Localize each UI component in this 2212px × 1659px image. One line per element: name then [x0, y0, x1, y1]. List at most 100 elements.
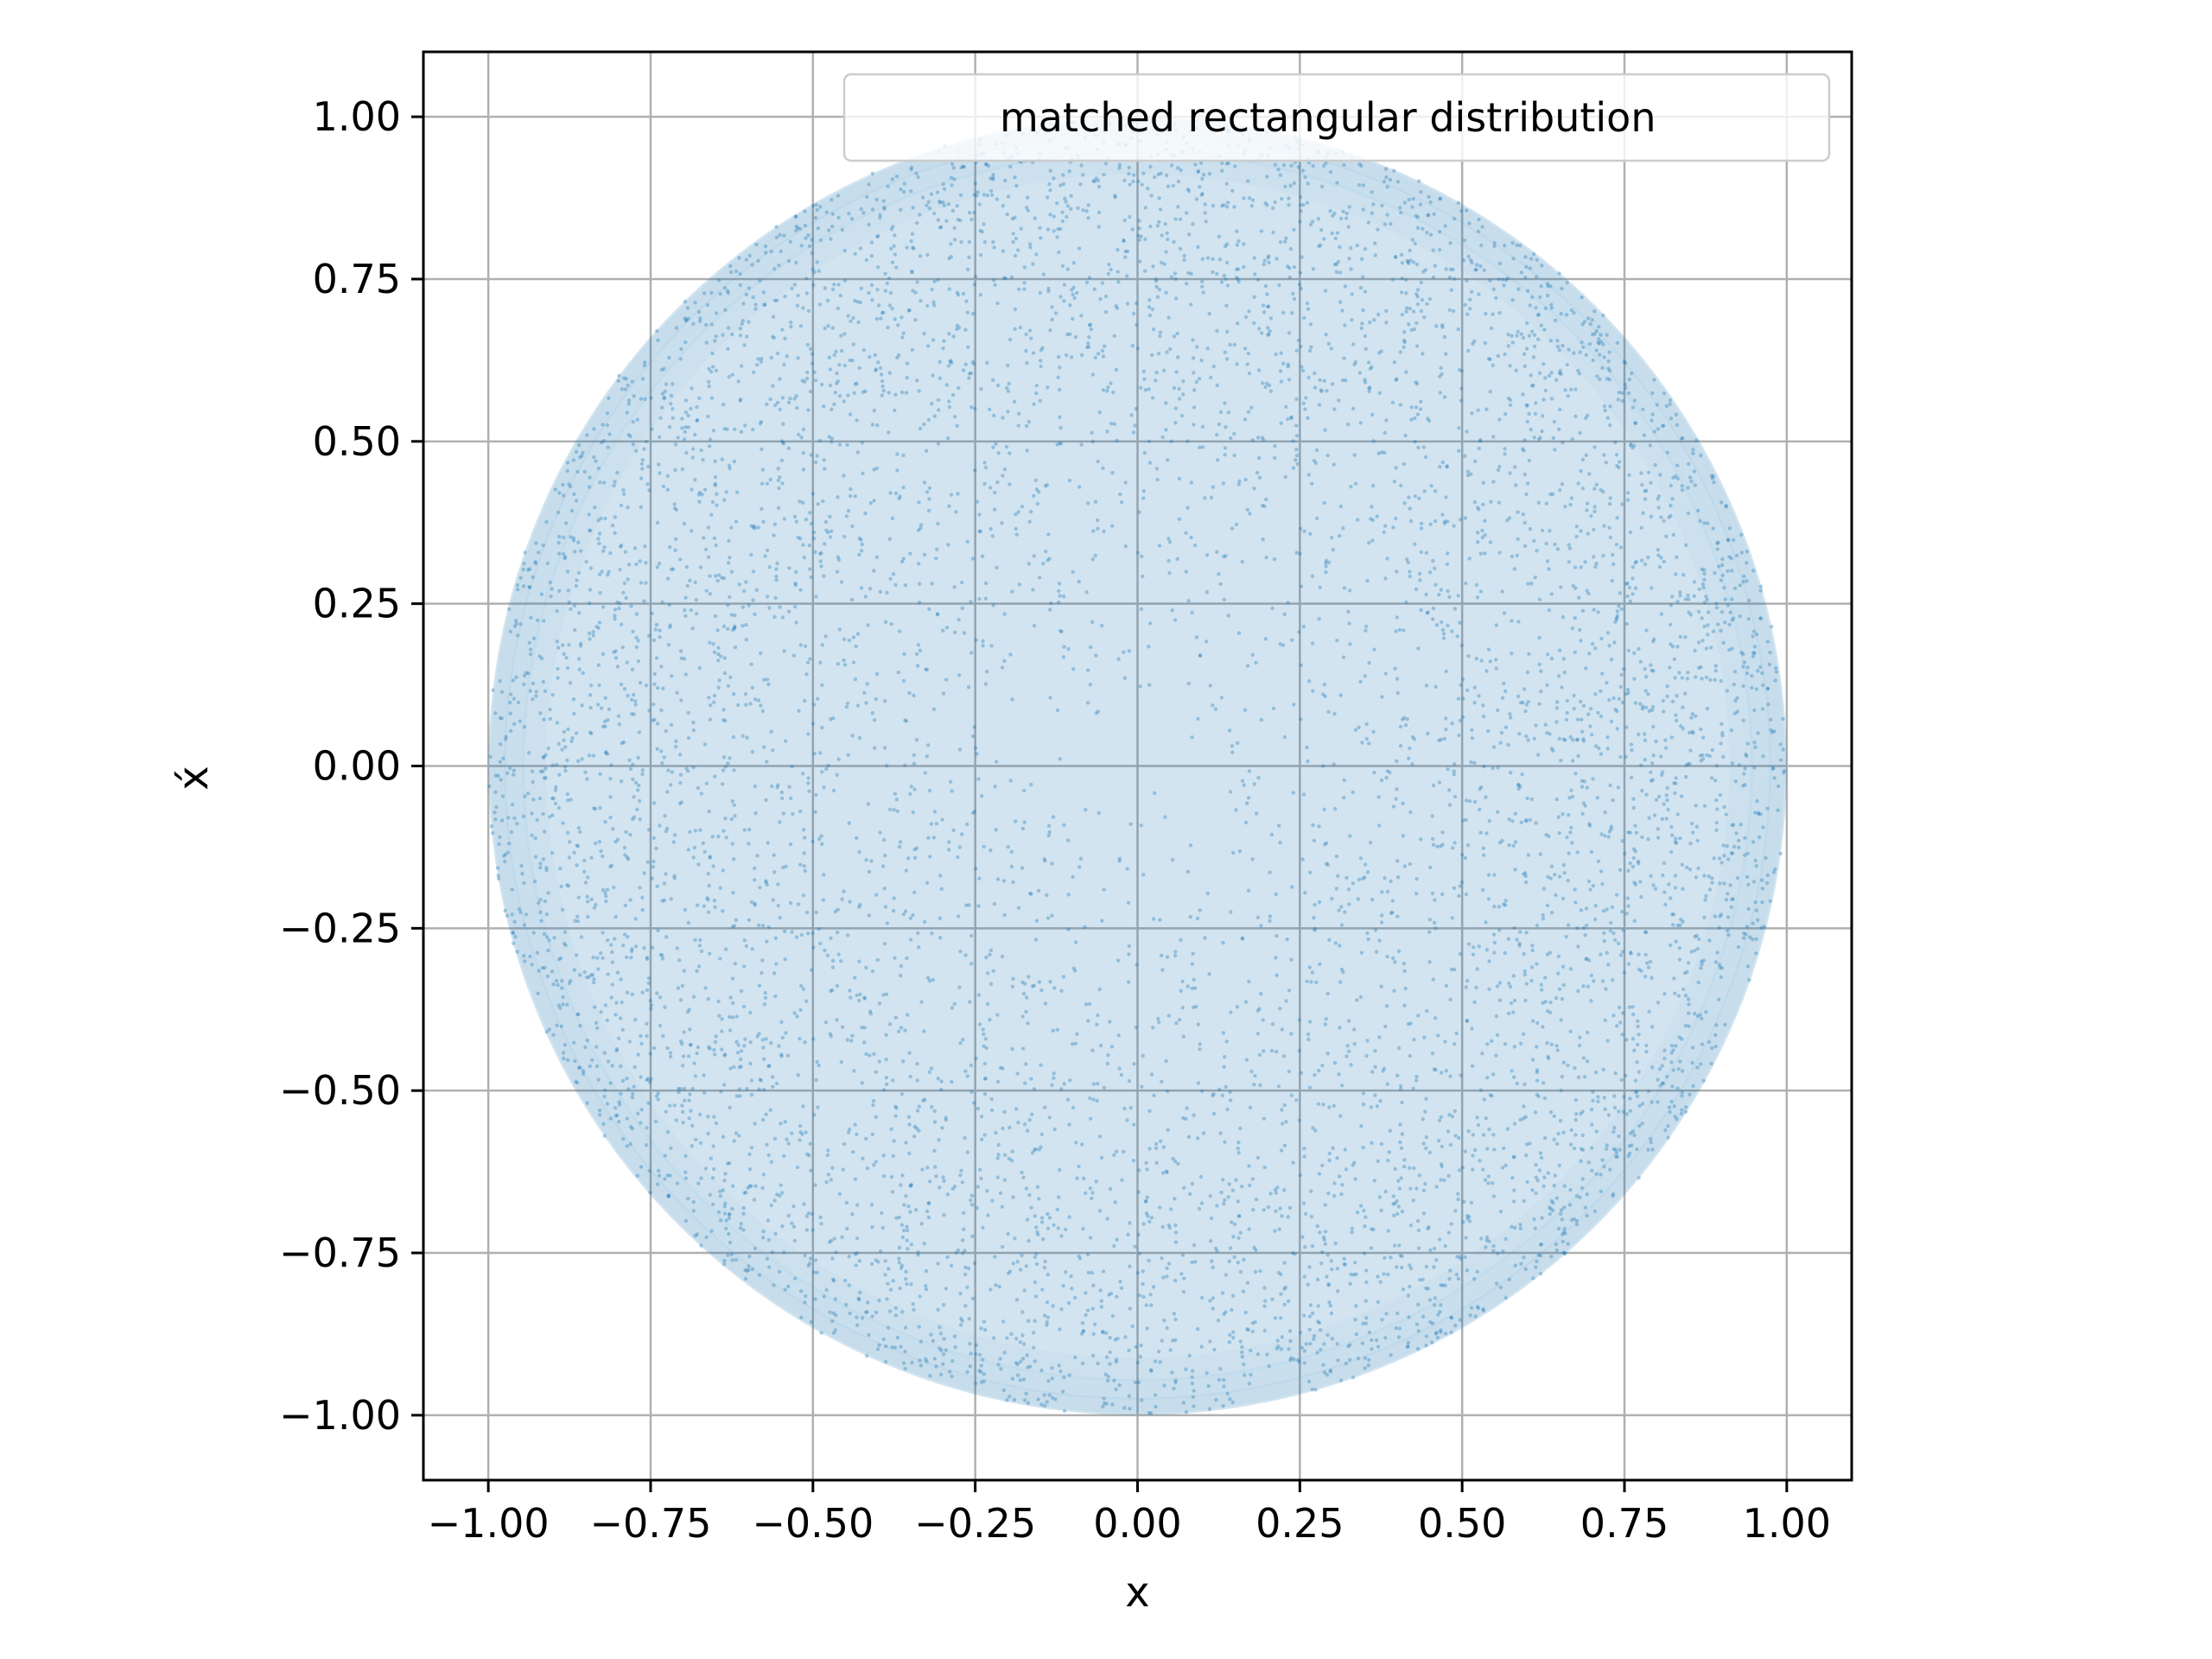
scatter-point [1208, 1194, 1213, 1198]
scatter-point [683, 340, 688, 345]
scatter-point [1393, 255, 1398, 259]
scatter-point [662, 881, 667, 886]
scatter-point [1354, 1272, 1358, 1276]
scatter-point [1442, 521, 1447, 525]
scatter-point [906, 1115, 912, 1120]
scatter-point [1367, 389, 1371, 394]
scatter-point [1034, 487, 1039, 492]
scatter-point [778, 915, 782, 920]
scatter-point [1729, 556, 1734, 561]
scatter-point [798, 324, 804, 328]
scatter-point [1524, 819, 1529, 823]
scatter-point [1492, 1147, 1497, 1152]
scatter-point [1368, 385, 1372, 390]
scatter-point [1224, 162, 1230, 166]
scatter-point [859, 586, 864, 590]
scatter-point [1221, 481, 1226, 486]
scatter-point [973, 468, 977, 473]
scatter-point [1230, 750, 1235, 754]
scatter-point [660, 391, 665, 396]
scatter-point [1681, 1069, 1685, 1073]
scatter-point [1342, 1262, 1346, 1267]
scatter-point [671, 567, 676, 571]
scatter-point [644, 561, 648, 565]
scatter-point [1112, 1153, 1116, 1157]
scatter-point [762, 1088, 766, 1092]
scatter-point [1457, 426, 1461, 430]
scatter-point [852, 391, 856, 395]
scatter-point [1398, 724, 1403, 729]
scatter-point [1344, 1167, 1349, 1172]
scatter-point [522, 954, 526, 958]
scatter-point [1286, 1299, 1291, 1304]
scatter-point [832, 1236, 836, 1241]
scatter-point [904, 719, 909, 723]
scatter-point [626, 577, 630, 582]
scatter-point [1127, 952, 1131, 957]
scatter-point [1029, 1077, 1033, 1081]
scatter-point [1075, 1032, 1079, 1037]
scatter-point [1445, 465, 1449, 469]
scatter-point [1490, 1094, 1494, 1098]
scatter-point [1538, 435, 1542, 440]
scatter-point [1711, 526, 1716, 531]
scatter-point [1538, 1271, 1543, 1276]
scatter-point [1458, 1255, 1463, 1259]
scatter-point [1402, 330, 1407, 334]
scatter-point [1491, 363, 1495, 367]
scatter-point [1676, 1067, 1681, 1071]
scatter-point [788, 239, 792, 244]
scatter-point [718, 1218, 723, 1223]
scatter-point [528, 954, 532, 959]
scatter-point [633, 944, 639, 949]
scatter-point [1694, 675, 1698, 679]
scatter-point [849, 995, 853, 1000]
scatter-point [710, 351, 715, 356]
scatter-point [1622, 970, 1627, 975]
scatter-point [1726, 933, 1731, 938]
scatter-point [804, 1130, 808, 1135]
scatter-point [901, 912, 906, 917]
scatter-point [1472, 685, 1478, 690]
scatter-point [723, 817, 728, 821]
scatter-point [824, 766, 829, 772]
scatter-point [603, 719, 607, 724]
scatter-point [1752, 766, 1757, 770]
scatter-point [1588, 321, 1593, 327]
scatter-point [1379, 778, 1384, 783]
scatter-point [1538, 1243, 1543, 1247]
scatter-point [1545, 559, 1550, 563]
scatter-point [1379, 920, 1384, 925]
scatter-point [1086, 216, 1090, 220]
scatter-point [640, 772, 645, 777]
scatter-point [727, 1231, 731, 1236]
scatter-point [645, 482, 650, 486]
scatter-point [1464, 892, 1469, 897]
scatter-point [872, 467, 876, 472]
scatter-point [923, 771, 928, 775]
scatter-point [1131, 311, 1136, 316]
scatter-point [1108, 1336, 1112, 1340]
scatter-point [928, 1179, 932, 1184]
scatter-point [584, 559, 588, 564]
scatter-point [773, 936, 778, 941]
scatter-point [1024, 1062, 1028, 1066]
scatter-point [695, 969, 699, 974]
scatter-point [1696, 609, 1701, 614]
scatter-point [1006, 844, 1011, 849]
scatter-point [1165, 1170, 1169, 1175]
scatter-point [804, 518, 809, 522]
scatter-point [1228, 790, 1233, 794]
scatter-point [1607, 644, 1611, 648]
scatter-point [576, 759, 581, 763]
scatter-point [1380, 1318, 1384, 1322]
scatter-point [979, 794, 984, 798]
scatter-point [698, 316, 702, 321]
scatter-point [722, 1262, 727, 1267]
scatter-point [1680, 1108, 1684, 1112]
scatter-point [1599, 714, 1604, 719]
scatter-point [1218, 582, 1223, 587]
scatter-point [713, 1039, 718, 1045]
scatter-point [701, 841, 705, 846]
scatter-point [1463, 454, 1467, 458]
